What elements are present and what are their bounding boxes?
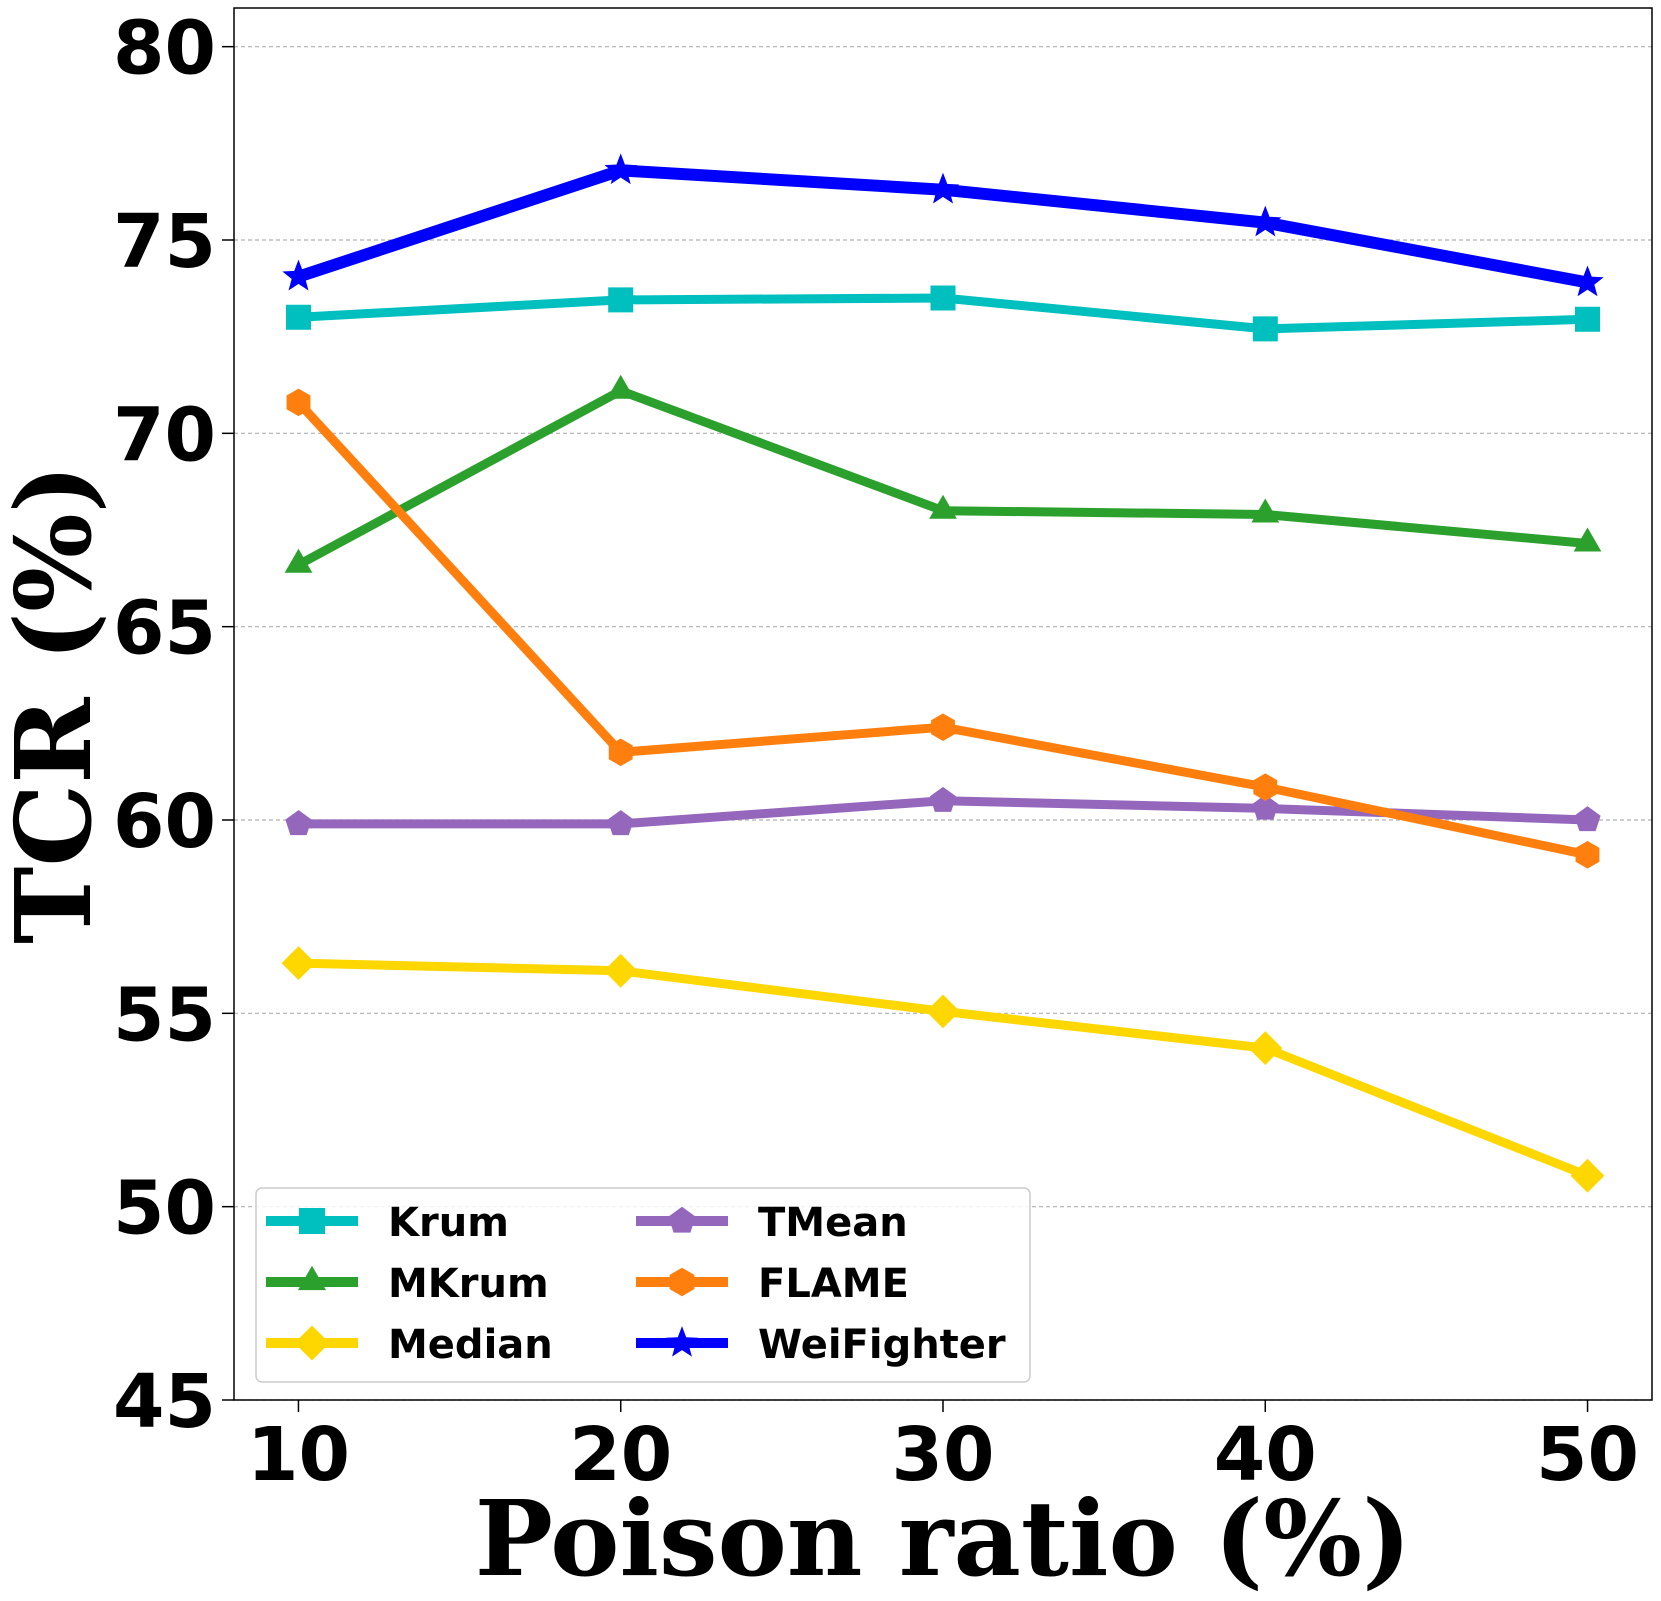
data-point-tmean (1252, 794, 1279, 820)
data-point-mkrum (606, 374, 635, 399)
data-point-mkrum (1251, 498, 1280, 523)
legend-item-krum: Krum (266, 1200, 509, 1246)
legend-label: Median (388, 1322, 553, 1368)
legend-swatch-marker (299, 1208, 325, 1234)
legend-swatch-marker (665, 1326, 699, 1357)
data-point-mkrum (284, 548, 313, 573)
data-point-median (1248, 1031, 1283, 1066)
series-median (281, 946, 1605, 1193)
data-point-weifighter (926, 172, 960, 204)
data-point-weifighter (282, 259, 315, 291)
y-axis-ticks: 45 50 55 60 65 70 75 80 (113, 6, 234, 1445)
y-tick-label: 65 (113, 586, 216, 672)
plot-frame (233, 7, 1653, 1401)
y-tick-label: 55 (113, 972, 216, 1058)
legend-item-tmean: TMean (636, 1200, 908, 1246)
data-point-median (926, 994, 960, 1029)
data-point-weifighter (604, 153, 637, 185)
data-point-krum (1575, 306, 1600, 332)
x-tick-label: 50 (1536, 1412, 1639, 1498)
legend-label: Krum (388, 1200, 509, 1246)
data-point-flame (608, 738, 633, 767)
data-point-krum (608, 287, 634, 313)
data-point-median (603, 953, 638, 988)
x-tick-label: 10 (247, 1412, 350, 1498)
y-tick-label: 45 (113, 1359, 216, 1445)
data-point-flame (931, 713, 955, 741)
series-line-mkrum (296, 386, 1588, 569)
legend: Krum MKrum Median TMean FLAME WeiFighter (255, 1187, 1031, 1383)
legend-label: MKrum (388, 1261, 549, 1307)
legend-items: Krum MKrum Median TMean FLAME WeiFighter (266, 1200, 1006, 1368)
legend-item-median: Median (266, 1322, 553, 1368)
data-point-tmean (607, 810, 634, 836)
legend-item-mkrum: MKrum (266, 1261, 549, 1307)
data-point-mkrum (1573, 527, 1602, 552)
y-tick-label: 70 (113, 392, 216, 478)
series-krum (286, 285, 1600, 342)
data-point-tmean (929, 786, 957, 812)
data-point-tmean (1574, 806, 1601, 832)
series-weifighter (282, 153, 1604, 297)
series-lines (281, 153, 1605, 1193)
data-point-krum (1252, 316, 1278, 342)
legend-swatch-marker (294, 1325, 330, 1361)
legend-item-flame: FLAME (636, 1261, 909, 1307)
data-point-weifighter (1249, 205, 1282, 237)
series-mkrum (284, 374, 1602, 573)
data-point-krum (930, 285, 956, 311)
x-tick-label: 30 (892, 1412, 995, 1498)
data-point-median (1570, 1158, 1605, 1193)
x-tick-label: 20 (569, 1412, 672, 1498)
y-tick-label: 50 (113, 1166, 216, 1252)
series-tmean (285, 786, 1601, 836)
legend-label: WeiFighter (758, 1322, 1006, 1368)
series-flame (286, 388, 1600, 869)
y-tick-label: 75 (113, 199, 216, 285)
data-point-flame (1253, 773, 1278, 801)
data-point-tmean (285, 810, 312, 836)
x-axis-title: Poison ratio (%) (475, 1477, 1412, 1600)
legend-swatch-marker (297, 1265, 327, 1291)
data-point-flame (1575, 841, 1600, 869)
legend-label: TMean (758, 1200, 908, 1246)
legend-swatch-marker (668, 1206, 696, 1233)
legend-swatch-marker (669, 1267, 695, 1297)
x-axis-ticks: 10 20 30 40 50 (247, 1400, 1639, 1498)
data-point-weifighter (1571, 265, 1604, 297)
data-point-median (281, 946, 316, 981)
y-axis-title: TCR (%) (0, 464, 115, 944)
x-tick-label: 40 (1214, 1412, 1317, 1498)
legend-label: FLAME (758, 1261, 909, 1307)
data-point-mkrum (929, 494, 957, 519)
data-point-krum (286, 304, 311, 330)
y-tick-label: 80 (113, 6, 216, 92)
y-tick-label: 60 (113, 779, 216, 865)
legend-item-weifighter: WeiFighter (636, 1322, 1006, 1368)
data-point-flame (286, 388, 311, 417)
